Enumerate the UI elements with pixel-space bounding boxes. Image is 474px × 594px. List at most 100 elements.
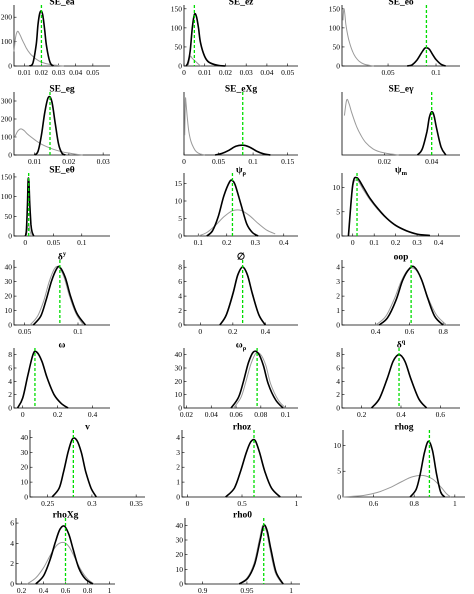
y-tick-label: 2 — [178, 306, 182, 315]
x-tick-label: 0.1 — [281, 410, 291, 419]
y-tick-label: 0 — [336, 232, 340, 241]
y-tick-label: 0 — [176, 493, 180, 502]
y-tick-label: 0 — [8, 151, 12, 160]
x-tick-label: 0.1 — [369, 238, 379, 247]
x-tick-label: 0.1 — [194, 238, 204, 247]
y-tick-label: 0 — [178, 321, 182, 330]
y-tick-label: 150 — [1, 172, 13, 181]
axes — [183, 260, 298, 326]
panel-16: 0.25 0.3 0.35 0 10 20 30 40 v — [21, 423, 145, 508]
panel-title: SE_ea — [49, 0, 75, 8]
prior-curve — [26, 541, 95, 585]
prior-curve — [342, 474, 452, 498]
x-tick-label: 0.05 — [381, 68, 394, 77]
panel-9: 0 0.1 0.2 0.3 0.4 0 5 10 ψm — [333, 166, 460, 247]
axes — [29, 430, 145, 498]
axes — [13, 5, 110, 67]
x-tick-label: 0 — [351, 238, 355, 247]
y-tick-label: 300 — [1, 97, 13, 106]
panel-title: δy — [58, 251, 67, 263]
x-tick-label: 0.15 — [281, 157, 294, 166]
y-tick-label: 4 — [176, 433, 180, 442]
panel-7: 0 0.05 0.1 0 50 100 150 SE_eθ — [1, 166, 110, 247]
prior-curve — [342, 8, 374, 67]
posterior-curve — [225, 438, 281, 498]
prior-curve — [198, 209, 276, 237]
x-tick-label: 1 — [108, 586, 112, 594]
x-tick-label: 0.02 — [180, 410, 193, 419]
axes — [13, 92, 110, 156]
y-tick-label: 4 — [336, 263, 340, 272]
y-tick-label: 0 — [8, 62, 12, 71]
x-tick-label: 0.4 — [279, 238, 289, 247]
posterior-curve — [238, 524, 284, 585]
y-tick-label: 5 — [178, 214, 182, 223]
posterior-curve — [409, 440, 446, 498]
y-tick-label: 10 — [176, 565, 184, 574]
y-tick-label: 2 — [336, 390, 340, 399]
x-tick-label: 0.4 — [396, 410, 406, 419]
x-tick-label: 0.05 — [86, 68, 99, 77]
x-tick-label: 0.4 — [261, 327, 271, 336]
x-tick-label: 0 — [198, 327, 202, 336]
x-tick-label: 1 — [295, 499, 299, 508]
x-tick-label: 0.4 — [434, 238, 444, 247]
panel-title: δq — [397, 339, 406, 351]
y-tick-label: 0 — [178, 232, 182, 241]
y-tick-label: 50 — [175, 42, 183, 51]
y-tick-label: 8 — [336, 350, 340, 359]
prior-curve — [184, 97, 205, 156]
panel-title: SE_ez — [229, 0, 255, 8]
y-tick-label: 50 — [5, 212, 13, 221]
posterior-curve — [214, 144, 271, 156]
axes — [184, 518, 300, 585]
axes — [342, 430, 465, 498]
y-tick-label: 4 — [178, 292, 182, 301]
x-tick-label: 0.3 — [87, 499, 97, 508]
y-tick-label: 8 — [8, 350, 12, 359]
posterior-curve — [185, 12, 226, 67]
y-tick-label: 10 — [175, 390, 183, 399]
y-tick-label: 10 — [333, 183, 341, 192]
x-tick-label: 0.03 — [97, 157, 110, 166]
x-tick-label: 0.9 — [198, 586, 208, 594]
posterior-curve — [51, 437, 98, 498]
x-tick-label: 0.2 — [391, 238, 401, 247]
y-tick-label: 2 — [10, 559, 14, 568]
panel-title: ψρ — [236, 166, 247, 178]
x-tick-label: 1 — [289, 586, 293, 594]
panel-4: 0.01 0.02 0.03 0 100 200 300 SE_eg — [1, 85, 110, 166]
prior-curve — [17, 351, 69, 409]
panel-1: 0.01 0.02 0.03 0.04 0.05 0 100 200 SE_ea — [1, 0, 110, 77]
axes — [183, 348, 298, 409]
y-tick-label: 6 — [8, 364, 12, 373]
x-tick-label: 0.8 — [83, 586, 93, 594]
panel-title: oop — [394, 253, 409, 263]
y-tick-label: 6 — [10, 519, 14, 528]
prior-curve — [343, 98, 399, 156]
prior-curve — [29, 265, 84, 326]
x-tick-label: 0.8 — [409, 499, 419, 508]
y-tick-label: 3 — [336, 277, 340, 286]
y-tick-label: 30 — [175, 364, 183, 373]
x-tick-label: 0.05 — [18, 327, 31, 336]
x-tick-label: 0.4 — [88, 410, 98, 419]
x-tick-label: 0.8 — [438, 327, 448, 336]
y-tick-label: 0 — [8, 232, 12, 241]
x-tick-label: 0.6 — [436, 410, 446, 419]
panel-title: v — [85, 423, 90, 433]
x-tick-label: 0.01 — [198, 68, 211, 77]
panel-title: SE_eθ — [49, 166, 75, 176]
posterior-curve — [416, 110, 447, 156]
y-tick-label: 10 — [5, 306, 13, 315]
x-tick-label: 0.3 — [251, 238, 261, 247]
y-tick-label: 5 — [336, 207, 340, 216]
x-tick-label: 0.05 — [212, 157, 225, 166]
x-tick-label: 0.05 — [47, 238, 60, 247]
y-tick-label: 30 — [5, 277, 13, 286]
posterior-curve — [24, 177, 35, 237]
y-tick-label: 20 — [176, 550, 184, 559]
